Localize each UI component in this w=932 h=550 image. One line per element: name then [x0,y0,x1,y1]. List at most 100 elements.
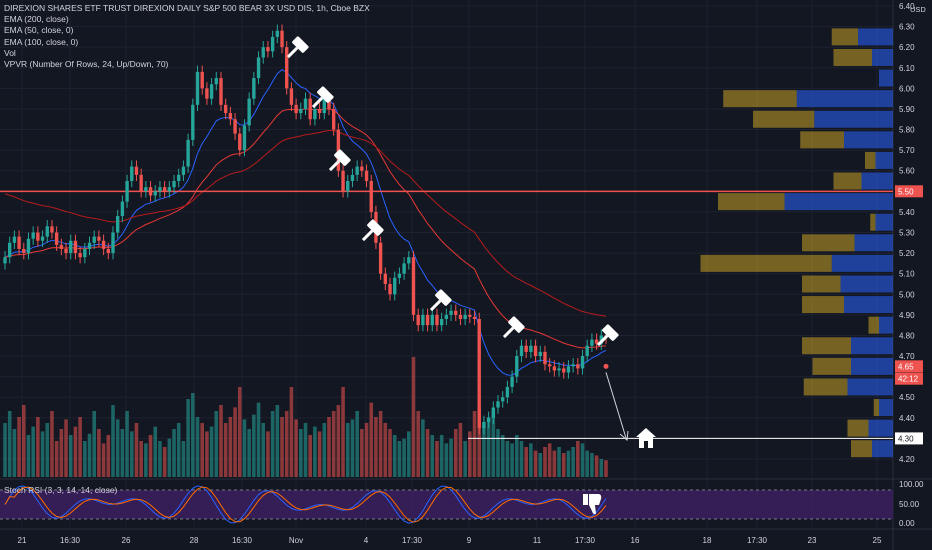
candle-body [327,98,331,109]
vpvr-up-bar [831,254,893,272]
time-tick-label: 16:30 [60,536,81,545]
candle-body [266,47,270,52]
price-tick-label: 6.10 [899,64,915,73]
time-tick-label: 28 [190,536,199,545]
candle-body [134,166,139,175]
volume-bar [31,426,35,477]
candle-body [407,257,411,264]
volume-bar [97,429,101,477]
volume-bar [144,443,148,477]
volume-bar [45,423,50,477]
candle-body [444,314,449,319]
volume-bar [369,402,374,477]
stoch-tick-label: 100.00 [899,480,924,489]
candle-body [482,421,486,429]
candle-body [106,248,110,254]
volume-bar [322,423,327,477]
candle-body [219,78,223,105]
volume-bar [233,407,237,477]
candle-body [303,98,308,109]
candle-body [557,368,561,371]
volume-bar [68,435,73,477]
vpvr-down-bar [831,28,858,46]
volume-bar [181,441,186,477]
candle-body [383,273,388,284]
vpvr-down-bar [865,151,876,169]
candle-body [125,181,129,202]
candle-body [435,314,439,326]
volume-bar [64,419,68,477]
vpvr-up-bar [844,296,893,314]
stoch-band [0,490,893,519]
vpvr-down-bar [753,110,815,128]
volume-bar [491,411,496,477]
candle-body [341,170,345,192]
candle-body [31,232,35,239]
candle-body [369,181,373,212]
volume-bar [101,443,106,477]
projection-arrow [605,372,627,439]
thumb-shape [589,494,602,515]
vpvr-down-bar [802,275,841,293]
gavel-head [317,86,334,103]
gavel-icon [311,86,334,109]
price-badge-label: 42:12 [898,375,919,384]
price-tick-label: 4.50 [899,393,915,402]
volume-bar [468,431,472,477]
volume-bar [360,429,364,477]
candle-body [214,78,218,85]
volume-bar [12,429,17,477]
candle-body [360,166,364,171]
candle-body [388,283,392,295]
vpvr-up-bar [854,234,893,252]
candle-body [130,166,134,182]
volume-bar [7,411,12,477]
vpvr-histogram [700,28,893,458]
candle-body [425,314,430,326]
volume-bar [111,405,115,477]
volume-bar [557,447,561,477]
candle-body [252,78,256,99]
candle-body [115,216,120,233]
volume-bar [571,447,575,477]
gavel-handle [311,96,324,109]
gavel-head [435,289,452,306]
candle-body [148,187,153,196]
volume-bar [313,426,317,477]
vpvr-up-bar [879,399,893,417]
volume-bar [261,423,266,477]
candle-body [162,187,167,192]
volume-bar [378,411,383,477]
price-tick-label: 6.00 [899,84,915,93]
legend-vpvr: VPVR (Number Of Rows, 24, Up/Down, 70) [4,58,169,69]
candle-body [393,277,397,295]
thumb-cuff [583,494,588,505]
price-badge [895,185,923,198]
volume-bar [402,438,406,477]
candle-body [172,181,176,188]
volume-bar [237,387,242,477]
time-tick-label: 17:30 [575,536,596,545]
vpvr-up-bar [851,357,893,375]
volume-bar [275,405,280,477]
volume-bar [87,433,92,477]
stoch-k-line [4,485,607,524]
candle-body [402,263,406,274]
candle-body [195,71,200,105]
vpvr-down-bar [833,48,872,66]
vpvr-down-bar [700,254,832,272]
candle-body [223,104,228,114]
volume-bar [209,426,214,477]
candle-body [233,119,237,134]
gavel-head [602,324,619,341]
volume-bar [186,399,190,477]
price-badge [895,360,923,373]
chart-legend: DIREXION SHARES ETF TRUST DIREXION DAILY… [4,3,370,70]
candle-body [73,240,78,254]
vpvr-up-bar [796,90,893,108]
volume-bar [266,431,270,477]
candle-body [45,226,49,237]
volume-bar [552,450,557,477]
candle-body [59,244,64,249]
